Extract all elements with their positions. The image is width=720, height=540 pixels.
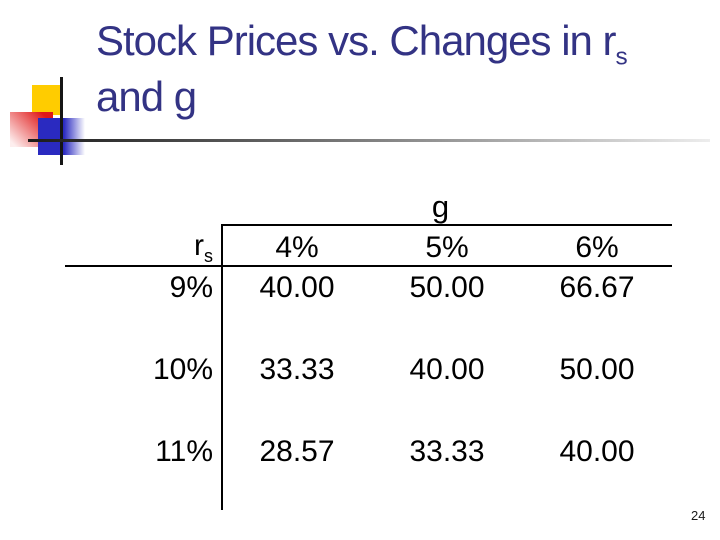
table-header-row: rs 4% 5% 6% xyxy=(65,229,672,266)
table-group-header-g: g xyxy=(431,189,450,224)
table-cell: 66.67 xyxy=(559,271,635,304)
row-label: 11% xyxy=(155,435,213,468)
column-header-6pct: 6% xyxy=(575,231,619,264)
row-axis-label: rs xyxy=(65,229,222,267)
table-cell: 33.33 xyxy=(259,353,335,386)
table-cell: 33.33 xyxy=(409,435,485,468)
title-line-1: Stock Prices vs. Changes in rs xyxy=(96,16,696,72)
table-vertical-border xyxy=(221,224,223,510)
column-header-5pct: 5% xyxy=(425,231,469,264)
title-underline-rule xyxy=(28,139,710,142)
table-cell: 28.57 xyxy=(259,435,335,468)
table-cell: 40.00 xyxy=(409,353,485,386)
title-line1-subscript: s xyxy=(615,43,628,71)
title-line1-text: Stock Prices vs. Changes in r xyxy=(96,17,617,64)
table-row: 10% 33.33 40.00 50.00 xyxy=(65,353,672,387)
table-cell: 50.00 xyxy=(559,353,635,386)
table-row: 9% 40.00 50.00 66.67 xyxy=(65,271,672,305)
table-cell: 40.00 xyxy=(559,435,635,468)
page-number: 24 xyxy=(691,508,706,523)
decoration-vertical-line xyxy=(60,77,63,165)
table-cell: 50.00 xyxy=(409,271,485,304)
row-label: 10% xyxy=(152,353,213,386)
decoration-yellow-square xyxy=(32,85,62,115)
slide-title: Stock Prices vs. Changes in rs and g xyxy=(96,16,696,122)
column-header-4pct: 4% xyxy=(275,231,319,264)
table-header-border xyxy=(65,265,672,267)
table-row: 11% 28.57 33.33 40.00 xyxy=(65,435,672,469)
table-cell: 40.00 xyxy=(259,271,335,304)
row-axis-label-main: r xyxy=(194,229,204,262)
title-line-2: and g xyxy=(96,73,197,121)
row-label: 9% xyxy=(169,271,213,304)
row-axis-label-subscript: s xyxy=(204,246,213,266)
table-top-border xyxy=(222,224,672,226)
